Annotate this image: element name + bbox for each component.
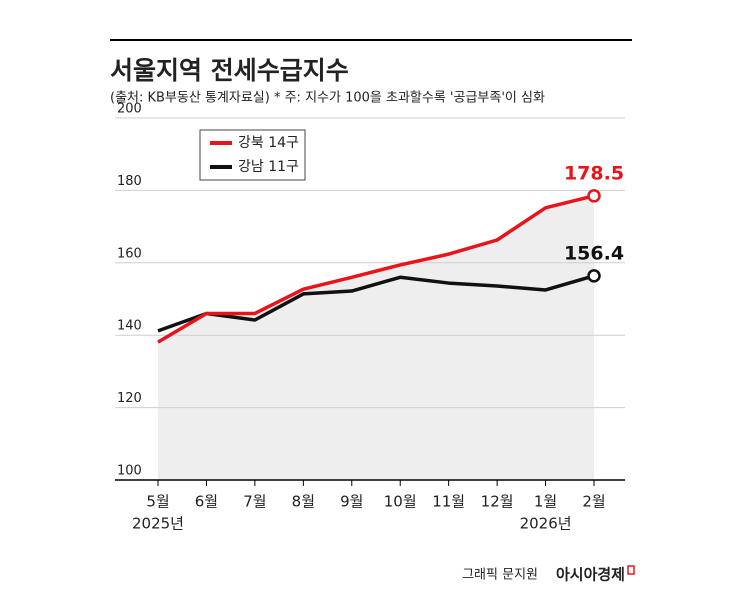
value-label: 156.4 <box>564 242 624 264</box>
y-tick-label: 100 <box>117 464 142 479</box>
y-tick-label: 200 <box>117 102 142 117</box>
plot: 100 120 140 160 180 200 5월 2025년 6월 7월 8월 9월 10월 11월 1… <box>115 102 625 533</box>
area <box>158 195 594 480</box>
publisher-logo <box>627 565 635 575</box>
x-tick-label: 9월 <box>340 493 363 511</box>
x-tick-label: 12월 <box>481 493 514 511</box>
x-tick-label: 5월 <box>146 493 169 511</box>
end-marker <box>587 189 601 203</box>
x-tick-label: 10월 <box>384 493 417 511</box>
credit: 그래픽 문지원 <box>462 568 538 583</box>
legend-label: 강북 14구 <box>238 135 299 151</box>
x-tick-label: 8월 <box>292 493 315 511</box>
y-tick-label: 120 <box>117 391 142 406</box>
legend-box <box>199 129 306 181</box>
chart-title: 서울지역 전세수급지수 <box>110 56 349 85</box>
legend <box>199 129 306 181</box>
series-line <box>157 274 595 333</box>
series-line <box>157 194 595 344</box>
publisher: 아시아경제 <box>556 566 625 584</box>
y-tick-label: 140 <box>117 319 142 334</box>
x-tick-label: 11월 <box>432 493 465 511</box>
x-sublabel: 2025년 <box>132 515 184 533</box>
x-tick-label: 1월 <box>534 493 557 511</box>
y-tick-label: 160 <box>117 246 142 261</box>
x-tick-label: 2월 <box>582 493 605 511</box>
x-sublabel: 2026년 <box>520 515 572 533</box>
value-label: 178.5 <box>564 162 624 184</box>
end-marker <box>587 269 601 283</box>
legend-label: 강남 11구 <box>238 159 299 175</box>
x-tick-label: 7월 <box>243 493 266 511</box>
x-tick-label: 6월 <box>195 493 218 511</box>
y-tick-label: 180 <box>117 174 142 189</box>
chart-subtitle: (출처: KB부동산 통계자료실) * 주: 지수가 100을 초과할수록 '공… <box>110 91 545 106</box>
